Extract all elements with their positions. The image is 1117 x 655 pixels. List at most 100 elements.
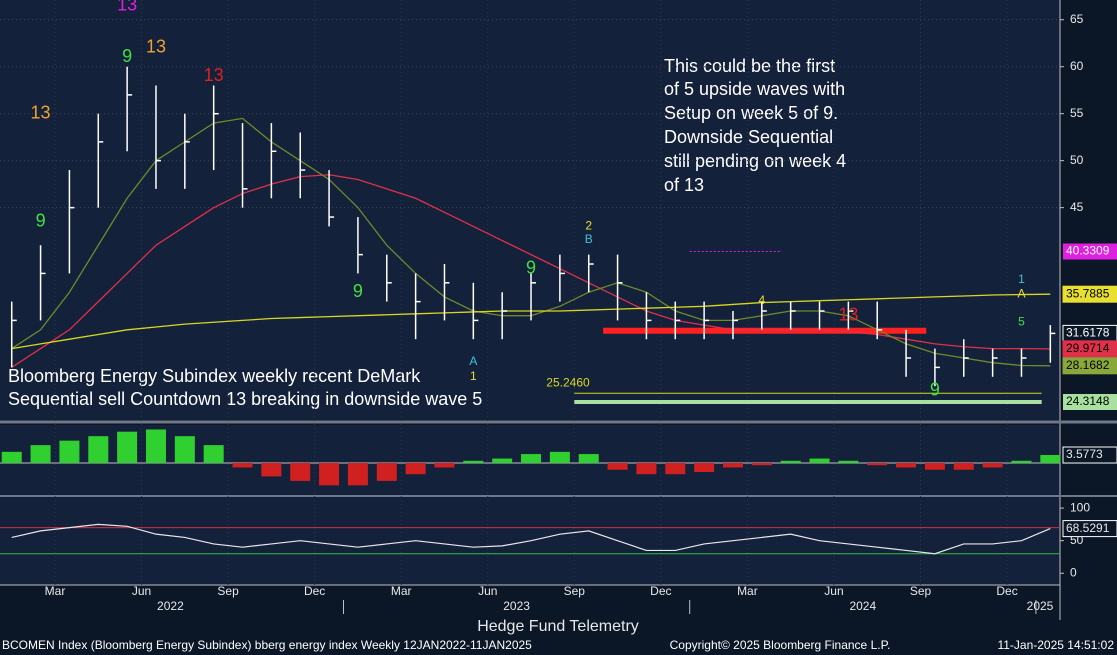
ma-box-label: 29.9714	[1066, 341, 1110, 355]
y-tick-label: 45	[1070, 200, 1084, 214]
osc-line	[11, 523, 1051, 555]
value-box	[1063, 394, 1117, 411]
demark-label: 5	[1018, 314, 1025, 328]
osc-tick-label: 0	[1070, 565, 1077, 579]
x-tick-label: Sep	[217, 584, 239, 598]
year-label: 2024	[849, 599, 876, 613]
demark-label: B	[585, 232, 593, 246]
hist-box	[1062, 446, 1117, 464]
hist-bar	[924, 463, 945, 470]
hist-bar	[751, 463, 772, 466]
y-tick-label: 60	[1070, 59, 1084, 73]
demark-label: A	[469, 354, 477, 368]
hist-bar	[59, 440, 80, 464]
demark-label: 9	[930, 380, 940, 400]
x-tick-label: Sep	[564, 584, 586, 598]
x-tick-label: Mar	[45, 584, 66, 598]
hist-bar	[376, 463, 397, 481]
hist-bar	[578, 454, 599, 464]
hist-bar	[30, 445, 51, 464]
demark-label: 1	[470, 369, 477, 383]
hist-bar	[319, 463, 340, 486]
hist-bar	[174, 436, 195, 464]
ma-box	[1062, 357, 1117, 375]
year-label: 2023	[503, 599, 530, 613]
hist-bar	[261, 463, 282, 477]
x-tick-label: Jun	[132, 584, 151, 598]
value-box	[1063, 243, 1117, 260]
hist-bar	[88, 436, 109, 464]
x-tick-label: Dec	[650, 584, 671, 598]
price-panel	[0, 0, 1060, 420]
x-tick-label: Mar	[391, 584, 412, 598]
hist-bar	[405, 463, 426, 475]
hist-bar	[896, 463, 917, 468]
year-label: 2025	[1027, 599, 1054, 613]
hist-bar	[1040, 455, 1061, 464]
x-tick-label: Jun	[478, 584, 497, 598]
x-tick-label: Jun	[824, 584, 843, 598]
hist-bar	[347, 463, 368, 486]
hist-bar	[117, 431, 138, 464]
x-tick-label: Dec	[996, 584, 1017, 598]
x-tick-label: Dec	[304, 584, 325, 598]
demark-label: 4	[758, 293, 765, 307]
demark-label: 2	[585, 219, 592, 233]
demark-label: 9	[122, 46, 132, 66]
title: Hedge Fund Telemetry	[477, 618, 639, 635]
hist-bar	[434, 463, 455, 468]
demark-label: 13	[117, 0, 137, 14]
footer: Copyright© 2025 Bloomberg Finance L.P.	[670, 638, 891, 652]
hist-bar	[521, 454, 542, 464]
demark-label: 13	[204, 65, 224, 85]
hist-bar	[838, 460, 859, 464]
hist-bar	[809, 458, 830, 464]
hist-bar	[722, 463, 743, 468]
hist-bar	[203, 445, 224, 464]
annotation: of 5 upside waves with	[664, 79, 845, 99]
hist-bar	[982, 463, 1003, 468]
footer: 11-Jan-2025 14:51:02	[997, 638, 1114, 652]
value-label: 40.3309	[1066, 244, 1110, 258]
demark-label: 1	[1018, 272, 1025, 286]
y-tick-label: 55	[1070, 106, 1084, 120]
hist-bar	[549, 451, 570, 464]
value-label: 24.3148	[1066, 394, 1110, 408]
hist-bar	[145, 429, 166, 464]
caption: Sequential sell Countdown 13 breaking in…	[8, 389, 482, 409]
hist-bar	[492, 458, 513, 464]
ma-box-label: 35.7885	[1066, 286, 1110, 300]
osc-value: 68.5291	[1066, 521, 1110, 535]
annotation: still pending on week 4	[664, 151, 846, 171]
hist-bar	[607, 463, 628, 470]
hist-bar	[463, 460, 484, 464]
footer: BCOMEN Index (Bloomberg Energy Subindex)…	[2, 638, 532, 652]
y-tick-label: 65	[1070, 12, 1084, 26]
osc-tick-label: 100	[1070, 500, 1090, 514]
caption: Bloomberg Energy Subindex weekly recent …	[8, 366, 421, 386]
x-tick-label: Sep	[910, 584, 932, 598]
hist-bar	[953, 463, 974, 470]
annotation: Setup on week 5 of 9.	[664, 103, 838, 123]
level-text: 25.2460	[546, 375, 590, 389]
demark-label: 13	[838, 304, 858, 324]
demark-label: A	[1017, 286, 1025, 300]
y-tick-label: 50	[1070, 153, 1084, 167]
demark-label: 9	[353, 281, 363, 301]
hist-bar	[694, 463, 715, 472]
hist-bar	[232, 463, 253, 468]
ma-box	[1062, 340, 1117, 358]
demark-label: 13	[146, 37, 166, 57]
demark-label: 9	[526, 257, 536, 277]
close-box-label: 31.6178	[1066, 326, 1110, 340]
hist-value: 3.5773	[1066, 447, 1103, 461]
annotation: Downside Sequential	[664, 127, 833, 147]
annotation: of 13	[664, 175, 704, 195]
demark-label: 9	[36, 210, 46, 230]
osc-box	[1062, 520, 1117, 538]
hist-bar	[290, 463, 311, 481]
ma-box	[1062, 285, 1117, 303]
annotation: This could be the first	[664, 56, 835, 76]
